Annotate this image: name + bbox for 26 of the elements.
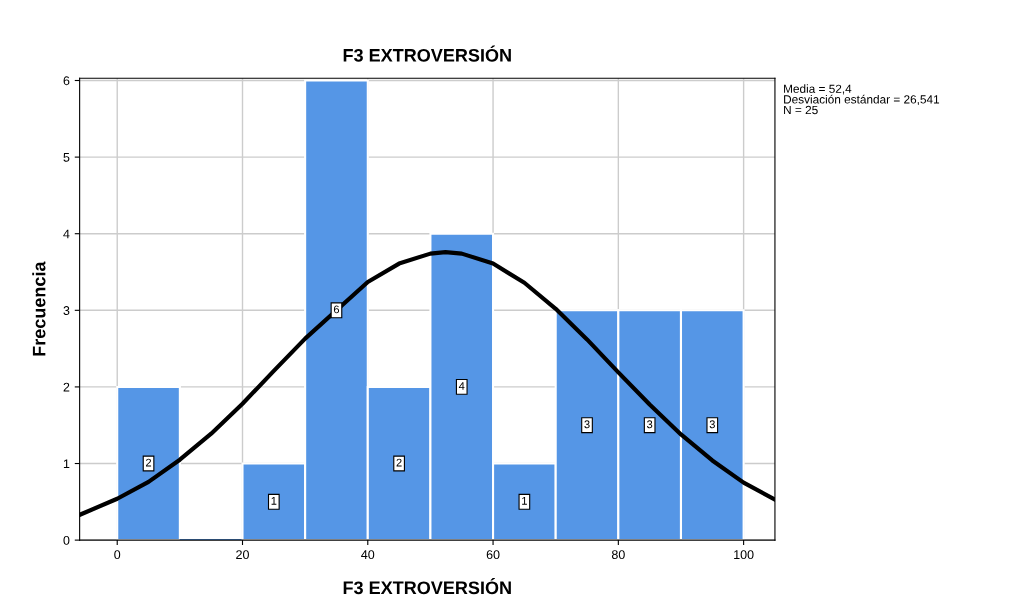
x-tick-label: 80 (611, 550, 625, 560)
data-label: 2 (396, 458, 402, 467)
y-tick-label: 2 (63, 382, 70, 392)
data-label: 3 (709, 420, 715, 429)
y-axis-title: Frecuencia (32, 261, 46, 356)
data-label: 1 (271, 497, 277, 505)
y-tick-label: 5 (63, 153, 70, 162)
x-tick-label: 40 (361, 550, 375, 560)
x-tick-label: 60 (486, 550, 500, 560)
y-tick-label: 1 (63, 459, 70, 469)
data-label: 3 (584, 420, 590, 429)
x-tick-label: 100 (734, 550, 754, 560)
x-tick-label: 20 (236, 550, 249, 560)
data-label: 6 (333, 305, 340, 314)
y-tick-label: 6 (63, 76, 70, 86)
y-tick-label: 4 (63, 229, 70, 239)
x-axis-title: F3 EXTROVERSIÓN (343, 578, 511, 595)
data-label: 3 (646, 420, 653, 429)
chart-title: F3 EXTROVERSIÓN (343, 45, 511, 62)
data-label: 4 (458, 382, 465, 390)
data-label: 1 (522, 497, 527, 505)
y-tick-label: 3 (63, 306, 70, 315)
text: Media = 52,4 Desviación estándar = 26,541 N = 25 (784, 84, 940, 115)
x-tick-label: 0 (114, 550, 121, 560)
y-tick-label: 0 (63, 535, 70, 545)
data-label: 2 (146, 458, 152, 467)
